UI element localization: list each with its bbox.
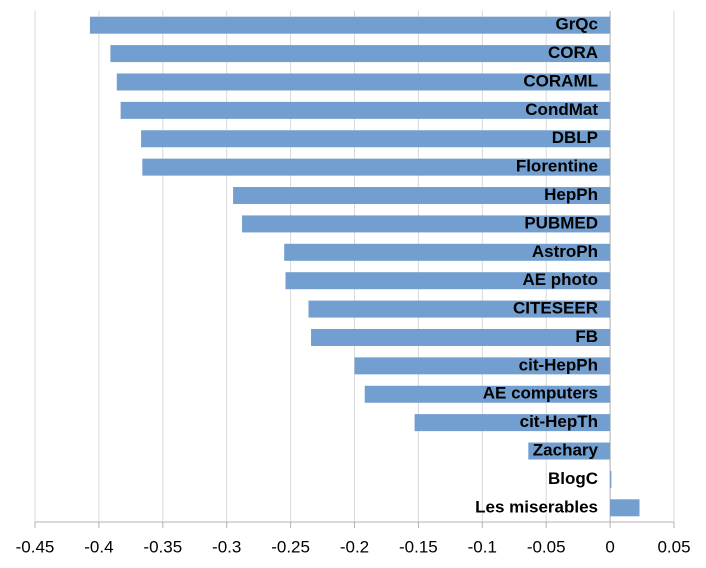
bar [285,272,611,290]
bar [120,101,611,119]
x-tick-label: -0.4 [84,537,113,556]
bar [610,499,640,517]
bar [284,243,611,261]
x-tick-label: -0.35 [143,537,182,556]
x-tick-label: -0.25 [271,537,310,556]
bar [364,385,611,403]
category-label: CORA [548,43,598,62]
category-label: Florentine [516,157,598,176]
category-label: AstroPh [532,242,598,261]
bar [141,130,611,148]
bar [610,470,612,488]
category-label: CondMat [525,100,598,119]
bar [89,16,611,34]
x-tick-label: -0.15 [399,537,438,556]
x-tick-label: -0.2 [340,537,369,556]
bar [242,215,611,233]
category-label: CITESEER [513,299,598,318]
category-label: CORAML [523,71,598,90]
x-tick-label: -0.1 [468,537,497,556]
category-label: Zachary [533,441,599,460]
category-label: PUBMED [524,213,598,232]
x-tick-label: -0.3 [212,537,241,556]
category-label: BlogC [548,469,598,488]
category-label: cit-HepTh [520,412,598,431]
category-label: GrQc [555,15,598,34]
bar [233,187,611,205]
category-label: AE computers [483,384,598,403]
x-tick-label: -0.45 [16,537,55,556]
bar [528,442,611,460]
bar [311,328,611,346]
category-label: cit-HepPh [519,355,598,374]
x-tick-label: 0 [605,537,614,556]
category-label: FB [575,327,598,346]
bar [142,158,611,176]
bar [116,73,611,91]
bar [414,414,611,432]
x-tick-label: 0.05 [657,537,690,556]
category-label: HepPh [544,185,598,204]
category-label: Les miserables [475,497,598,516]
category-label: AE photo [522,270,598,289]
category-label: DBLP [552,128,598,147]
bar [354,357,611,375]
bar [110,45,611,63]
bar [308,300,611,318]
x-tick-label: -0.05 [527,537,566,556]
